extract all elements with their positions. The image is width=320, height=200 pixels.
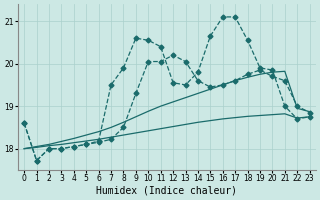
X-axis label: Humidex (Indice chaleur): Humidex (Indice chaleur) bbox=[96, 186, 237, 196]
